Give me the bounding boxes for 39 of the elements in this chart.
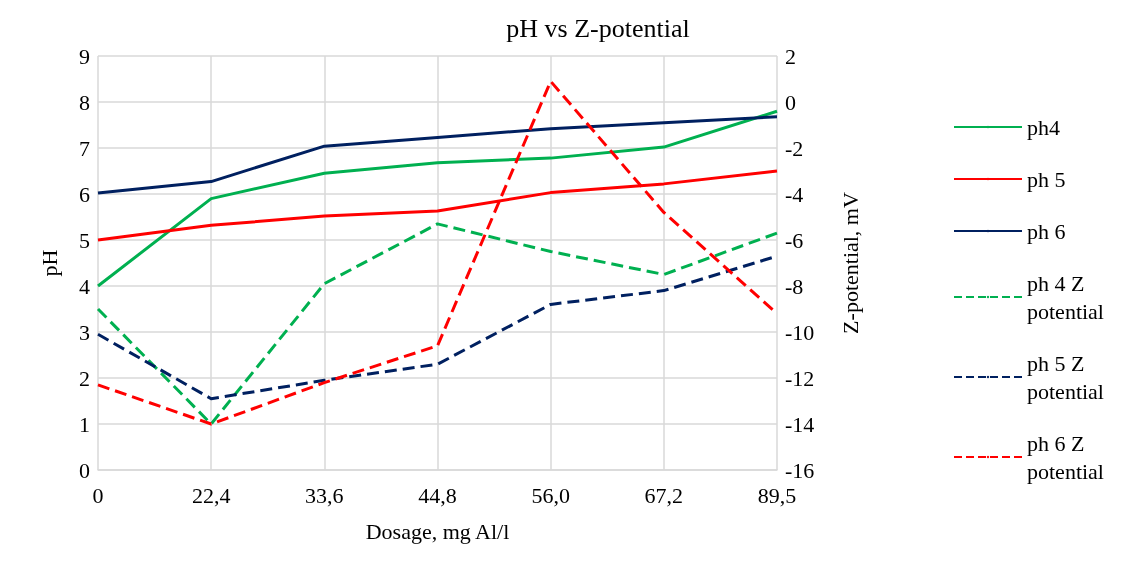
chart-title: pH vs Z-potential [506, 13, 690, 43]
y2-tick-label: -12 [785, 365, 815, 391]
x-tick-label: 22,4 [191, 482, 231, 508]
y-tick-label: 8 [79, 89, 90, 115]
y-tick-label: 6 [79, 181, 90, 207]
y2-tick-label: -4 [785, 181, 804, 207]
y-tick-label: 7 [79, 135, 90, 161]
y2-tick-label: -6 [785, 227, 804, 253]
x-tick-label: 89,5 [757, 482, 797, 508]
y-tick-label: 4 [79, 273, 90, 299]
legend-label: ph 5 Z potential [1027, 350, 1104, 404]
y2-tick-label: -8 [785, 273, 804, 299]
y-tick-label: 3 [79, 319, 90, 345]
legend-label: ph 6 [1027, 218, 1066, 244]
y-tick-label: 1 [79, 411, 90, 437]
x-tick-label: 67,2 [644, 482, 684, 508]
line-series [96, 109, 779, 288]
y2-tick-label: -16 [785, 457, 815, 483]
y-tick-label: 2 [79, 365, 90, 391]
y2-axis-title: Z-potential, mV [837, 192, 863, 334]
y2-tick-label: -2 [785, 135, 804, 161]
y-tick-label: 5 [79, 227, 90, 253]
y2-tick-label: -10 [785, 319, 815, 345]
legend-label: ph4 [1027, 114, 1060, 140]
x-tick-label: 33,6 [305, 482, 344, 508]
x-tick-label: 56,0 [531, 482, 570, 508]
y-tick-label: 9 [79, 43, 90, 69]
y-tick-label: 0 [79, 457, 90, 483]
legend-label: ph 6 Z potential [1027, 430, 1104, 484]
y2-tick-label: 0 [785, 89, 796, 115]
y-axis-title: pH [36, 249, 62, 277]
y2-tick-label: -14 [785, 411, 815, 437]
line-series [96, 222, 779, 426]
legend-label: ph 4 Z potential [1027, 270, 1104, 324]
y2-tick-label: 2 [785, 43, 796, 69]
line-series [96, 115, 779, 195]
x-tick-label: 44,8 [418, 482, 457, 508]
legend-label: ph 5 [1027, 166, 1066, 192]
x-axis-title: Dosage, mg Al/l [365, 518, 510, 544]
